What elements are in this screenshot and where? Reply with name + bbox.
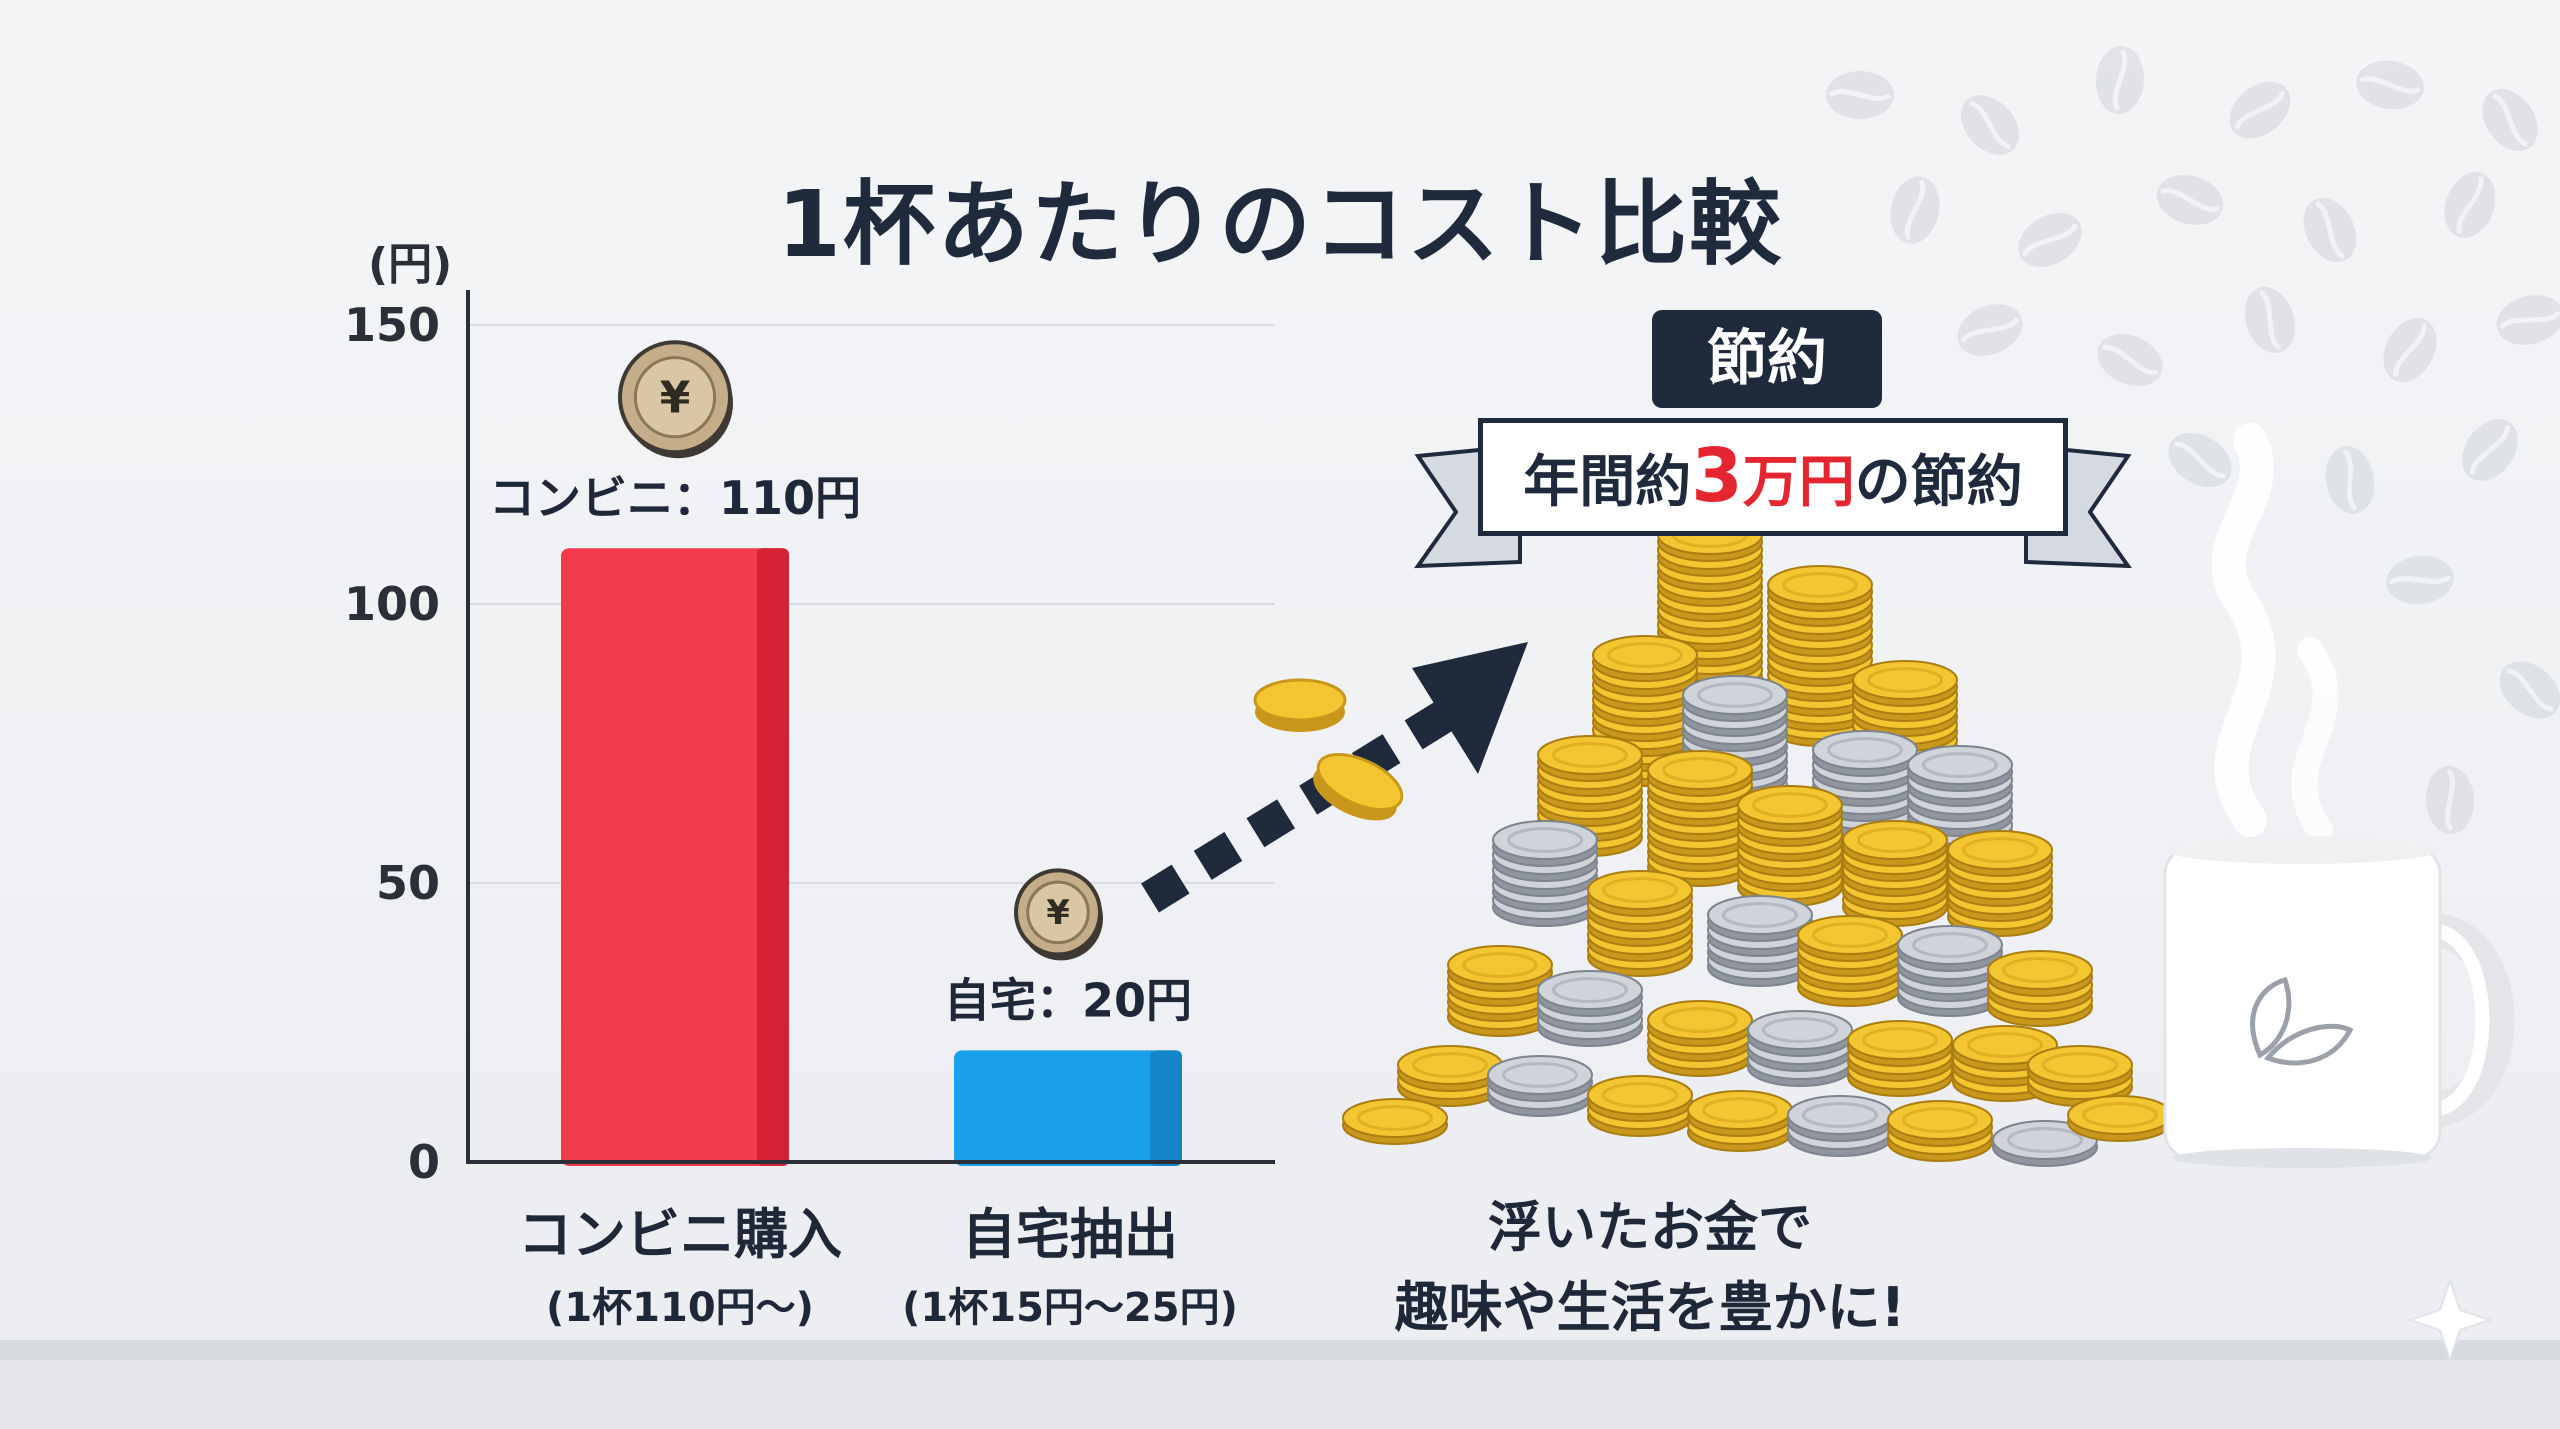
coin-stack (1887, 1100, 1993, 1162)
coin-stack (1707, 895, 1813, 987)
coffee-bean-icon (1890, 176, 1940, 244)
bar (561, 548, 789, 1166)
saving-badge: 節約 (1652, 310, 1882, 408)
banner-amount: 3 (1691, 433, 1743, 519)
coin-stack (1592, 635, 1698, 787)
coffee-bean-icon (2229, 81, 2291, 139)
coffee-bean-icon (2386, 555, 2454, 605)
coin-stack (1447, 945, 1553, 1037)
coffee-bean-icon (2303, 197, 2357, 263)
coin-stack (1992, 1120, 2098, 1167)
y-tick-label: 150 (344, 298, 440, 352)
y-tick-label: 100 (344, 577, 440, 631)
category-name: 自宅抽出 (962, 1203, 1178, 1266)
coin-stack (1847, 1020, 1953, 1097)
coffee-bean-icon (2018, 212, 2082, 268)
coin-stack (1537, 735, 1643, 857)
coffee-bean-icon (2499, 661, 2560, 719)
coffee-bean-icon (2462, 419, 2518, 481)
category-note: (1杯110円〜) (546, 1285, 814, 1331)
coffee-bean-icon (2383, 317, 2437, 383)
coin-stack (1797, 915, 1903, 1007)
coffee-bean-icon (2496, 295, 2560, 345)
svg-text:¥: ¥ (1046, 893, 1069, 932)
data-label: コンビニ：110円 (489, 471, 861, 525)
coin-stack (1947, 830, 2053, 937)
category-label-home: 自宅抽出 (1杯15円〜25円) (850, 1190, 1290, 1333)
coin-stack (1492, 820, 1598, 927)
y-tick-label: 0 (408, 1135, 440, 1189)
coin-stack (1587, 870, 1693, 977)
arrow-icon (1141, 642, 1528, 913)
coin-stack (1587, 1075, 1693, 1137)
coin-stack-icon (1342, 515, 2173, 1167)
category-note: (1杯15円〜25円) (902, 1285, 1238, 1331)
svg-text:¥: ¥ (660, 373, 691, 424)
coin-stack (1897, 925, 2003, 1017)
coffee-bean-icon (2168, 432, 2232, 488)
category-name: コンビニ購入 (518, 1203, 842, 1266)
coin-stack (2067, 1095, 2173, 1142)
coin-stack (2027, 1045, 2133, 1107)
coin-stack (1342, 1098, 1448, 1145)
coffee-bean-icon (1957, 304, 2023, 356)
yen-coin-icon: ¥ (1014, 868, 1103, 961)
coin-stack (1737, 785, 1843, 907)
annual-saving-banner: 年間約3万円の節約 (1478, 418, 2068, 536)
sparkle-icon (2406, 1276, 2494, 1364)
data-label: 自宅：20円 (944, 973, 1192, 1027)
shelf-front (0, 1360, 2560, 1429)
coffee-bean-icon (2097, 334, 2163, 386)
coin-stack (1647, 750, 1753, 887)
y-axis-unit-label: (円) (368, 239, 453, 290)
yen-coin-icon: ¥ (618, 340, 733, 459)
shelf-edge (0, 1340, 2560, 1360)
coffee-bean-icon (1826, 71, 1894, 119)
coffee-bean-pattern (1826, 46, 2560, 834)
steam-icon (2291, 637, 2339, 843)
coin-stack (1537, 970, 1643, 1047)
caption: 浮いたお金で 趣味や生活を豊かに! (1350, 1188, 1950, 1348)
coffee-bean-icon (2156, 175, 2224, 225)
mug-icon (2163, 836, 2515, 1168)
coffee-bean-icon (1960, 95, 2020, 155)
caption-line-1: 浮いたお金で (1488, 1196, 1812, 1259)
y-tick-label: 50 (376, 856, 440, 910)
coin-stack (1767, 565, 1873, 747)
coffee-bean-icon (2325, 446, 2375, 514)
coffee-bean-icon (2356, 60, 2424, 110)
coffee-bean-icon (2482, 88, 2538, 152)
coffee-bean-icon (2425, 766, 2475, 834)
coin-stack (1397, 1045, 1503, 1107)
coffee-bean-icon (2444, 172, 2496, 238)
leaf-icon (2250, 977, 2354, 1066)
coin-stack (1647, 1000, 1753, 1077)
caption-line-2: 趣味や生活を豊かに! (1394, 1276, 1906, 1339)
flying-coin-icon (1313, 752, 1404, 821)
bar (954, 1050, 1182, 1166)
coffee-bean-icon (2095, 46, 2145, 114)
banner-prefix: 年間約 (1523, 450, 1692, 515)
category-label-convenience: コンビニ購入 (1杯110円〜) (460, 1190, 900, 1333)
coin-stack (1487, 1055, 1593, 1117)
banner-unit: 万円 (1742, 450, 1855, 515)
page-title: 1杯あたりのコスト比較 (776, 170, 1783, 278)
coin-stack (1987, 950, 2093, 1027)
banner-suffix: の節約 (1854, 450, 2023, 515)
coffee-bean-icon (2244, 286, 2296, 354)
flying-coin-icon (1253, 678, 1347, 732)
steam-icon (2211, 423, 2276, 837)
coin-stack (1687, 1090, 1793, 1152)
